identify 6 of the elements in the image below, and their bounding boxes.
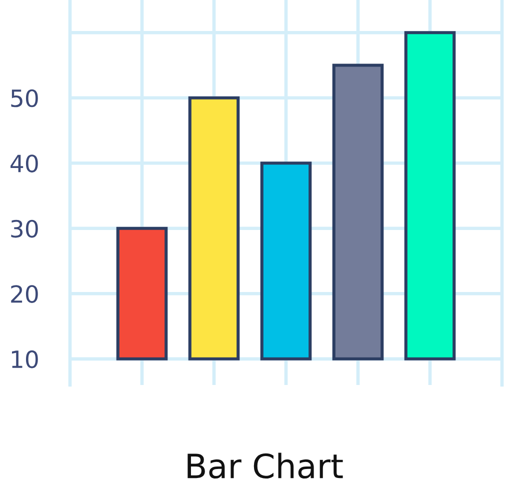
y-tick-label: 20	[11, 285, 38, 303]
text: Bar Chart	[188, 452, 343, 479]
y-tick-label: 40	[10, 154, 38, 172]
y-tick-label: 50	[11, 89, 38, 108]
y-tick-label: 30	[11, 220, 38, 238]
y-tick-label: 10	[12, 350, 38, 368]
